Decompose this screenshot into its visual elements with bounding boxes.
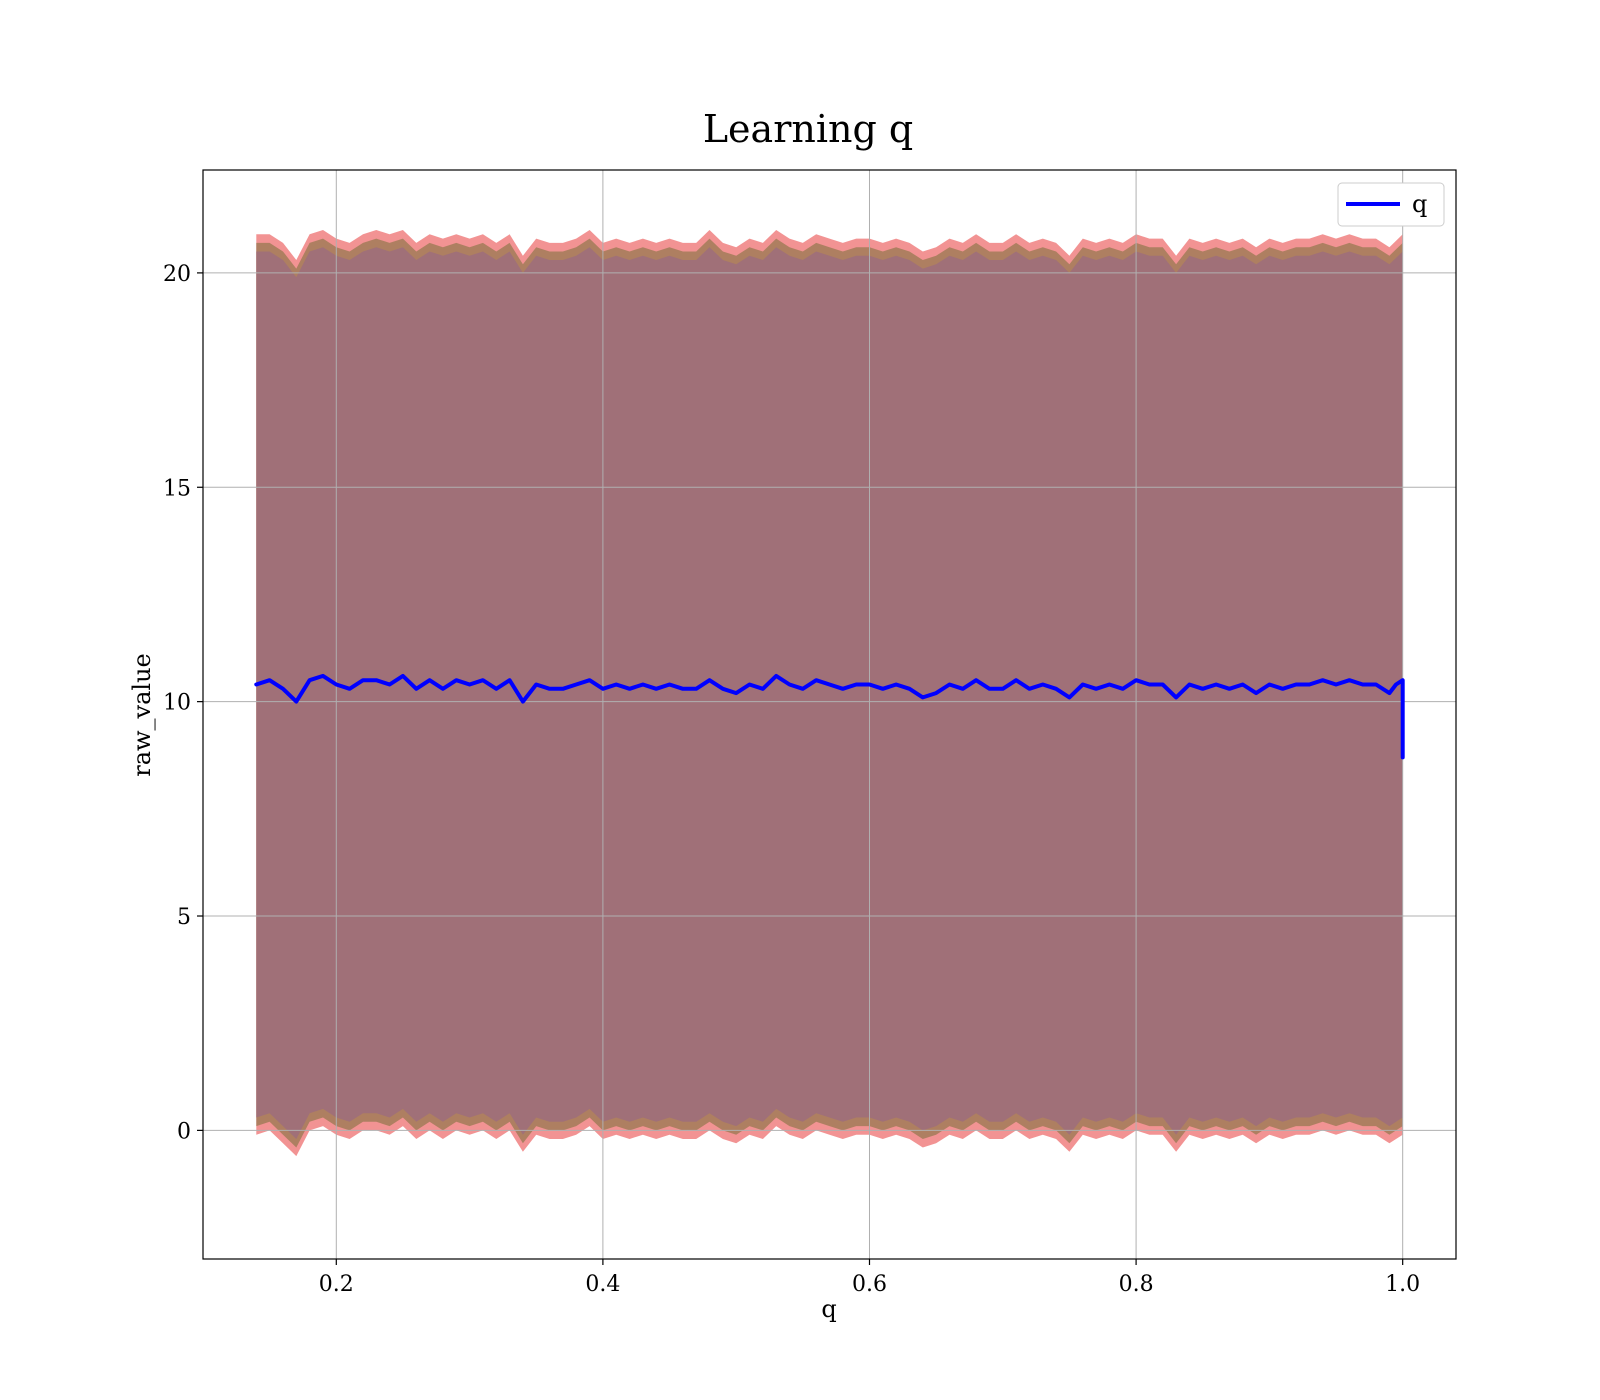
x-tick-label: 0.4: [585, 1272, 620, 1297]
band-3: [256, 247, 1403, 1178]
x-axis-label: q: [821, 1295, 836, 1323]
series-line-q: [254, 673, 1405, 760]
chart-title: Learning q: [703, 107, 913, 151]
y-axis-ticks: 0 5 10 15 20: [163, 262, 203, 1144]
x-tick-label: 1.0: [1385, 1272, 1420, 1297]
x-tick-label: 0.8: [1119, 1272, 1154, 1297]
x-tick-label: 0.2: [319, 1272, 354, 1297]
grid: [203, 170, 1456, 1259]
plot-area: [202, 169, 1457, 1260]
legend-label: q: [1412, 190, 1427, 218]
x-tick-label: 0.6: [852, 1272, 887, 1297]
x-axis-ticks: 0.2 0.4 0.6 0.8 1.0: [319, 1259, 1420, 1297]
y-tick-label: 10: [163, 691, 191, 716]
plot-frame: [202, 169, 1457, 1260]
y-axis-label: raw_value: [128, 653, 156, 777]
y-tick-label: 0: [177, 1119, 191, 1144]
confidence-bands: [256, 230, 1403, 1212]
series-lines: [254, 673, 1405, 760]
y-tick-label: 15: [163, 476, 191, 501]
y-tick-label: 5: [177, 905, 191, 930]
y-tick-label: 20: [163, 262, 191, 287]
legend: q: [1337, 182, 1445, 227]
